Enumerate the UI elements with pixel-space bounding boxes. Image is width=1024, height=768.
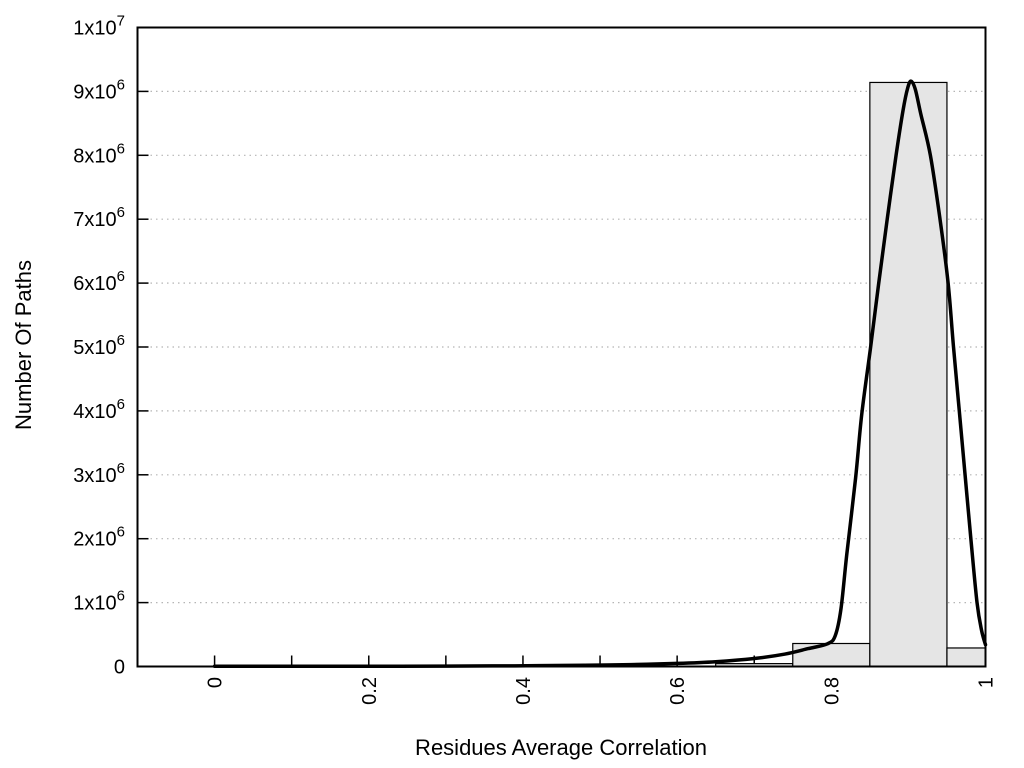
histogram-bar: [869, 81, 948, 668]
x-tick-label: 1: [976, 677, 998, 688]
x-axis-title: Residues Average Correlation: [415, 735, 707, 760]
y-tick-label: 3x106: [73, 460, 125, 487]
y-tick-label: 9x106: [73, 76, 125, 103]
y-tick-label: 1x107: [73, 13, 125, 40]
y-tick-label: 7x106: [73, 204, 125, 231]
x-tick-label: 0.6: [667, 677, 689, 705]
x-tick-label: 0: [205, 677, 227, 688]
y-tick-label: 2x106: [73, 524, 125, 551]
y-tick-label: 6x106: [73, 268, 125, 295]
y-tick-label: 5x106: [73, 332, 125, 359]
y-tick-label: 8x106: [73, 140, 125, 167]
histogram-bar: [792, 642, 871, 668]
x-tick-label: 0.4: [513, 677, 535, 705]
x-tick-label: 0.2: [359, 677, 381, 705]
histogram-bar: [946, 647, 987, 668]
y-tick-label: 0: [114, 657, 125, 679]
x-tick-label: 0.8: [821, 677, 843, 705]
y-axis-title: Number Of Paths: [11, 260, 36, 430]
plot-border: [136, 26, 987, 668]
y-tick-label: 4x106: [73, 396, 125, 423]
y-tick-label: 1x106: [73, 588, 125, 615]
